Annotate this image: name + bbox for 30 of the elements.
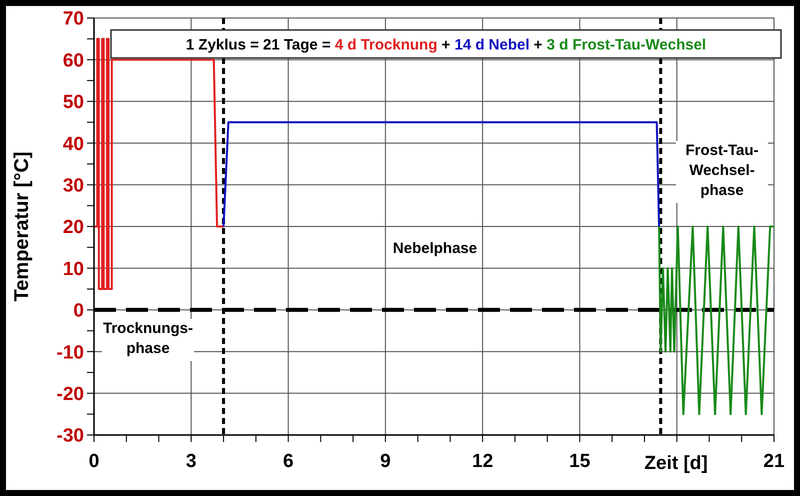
annotation: + — [437, 36, 454, 54]
y-tick-label: 0 — [73, 300, 84, 322]
y-tick-label: 60 — [62, 50, 84, 72]
x-tick-label: 21 — [763, 451, 785, 472]
annotation: Frost-Tau- Wechsel- phase — [685, 142, 759, 199]
y-tick-label: 20 — [62, 217, 84, 238]
annotation: Nebelphase — [392, 240, 478, 257]
x-tick-label: 3 — [186, 451, 196, 472]
y-tick-label: 40 — [62, 134, 84, 155]
x-tick-label: 12 — [472, 451, 494, 472]
line-series — [658, 226, 775, 416]
y-tick-label: -20 — [56, 384, 84, 405]
y-tick-label: 10 — [62, 258, 84, 280]
x-tick-label: 9 — [380, 451, 391, 472]
text: 3 d Frost-Tau-Wechsel — [546, 36, 706, 54]
x-tick-label: 6 — [282, 451, 294, 472]
x-tick-label: 15 — [569, 451, 591, 472]
y-tick-label: -10 — [56, 342, 84, 364]
y-axis-title: Temperatur [°C] — [11, 152, 33, 302]
x-tick-label: 0 — [88, 451, 100, 472]
text: 14 d Nebel — [454, 36, 530, 54]
y-tick-label: 70 — [62, 8, 84, 30]
y-tick-label: 30 — [62, 175, 84, 196]
annotation: + — [530, 36, 547, 54]
legend-title: 1 Zyklus = 21 Tage = — [186, 36, 335, 54]
x-axis-title: Zeit [d] — [644, 453, 708, 474]
y-tick-label: 50 — [62, 92, 84, 114]
text: 4 d Trocknung — [334, 36, 438, 54]
annotation: Trocknungs- phase — [102, 320, 194, 357]
y-tick-label: -30 — [56, 426, 84, 447]
